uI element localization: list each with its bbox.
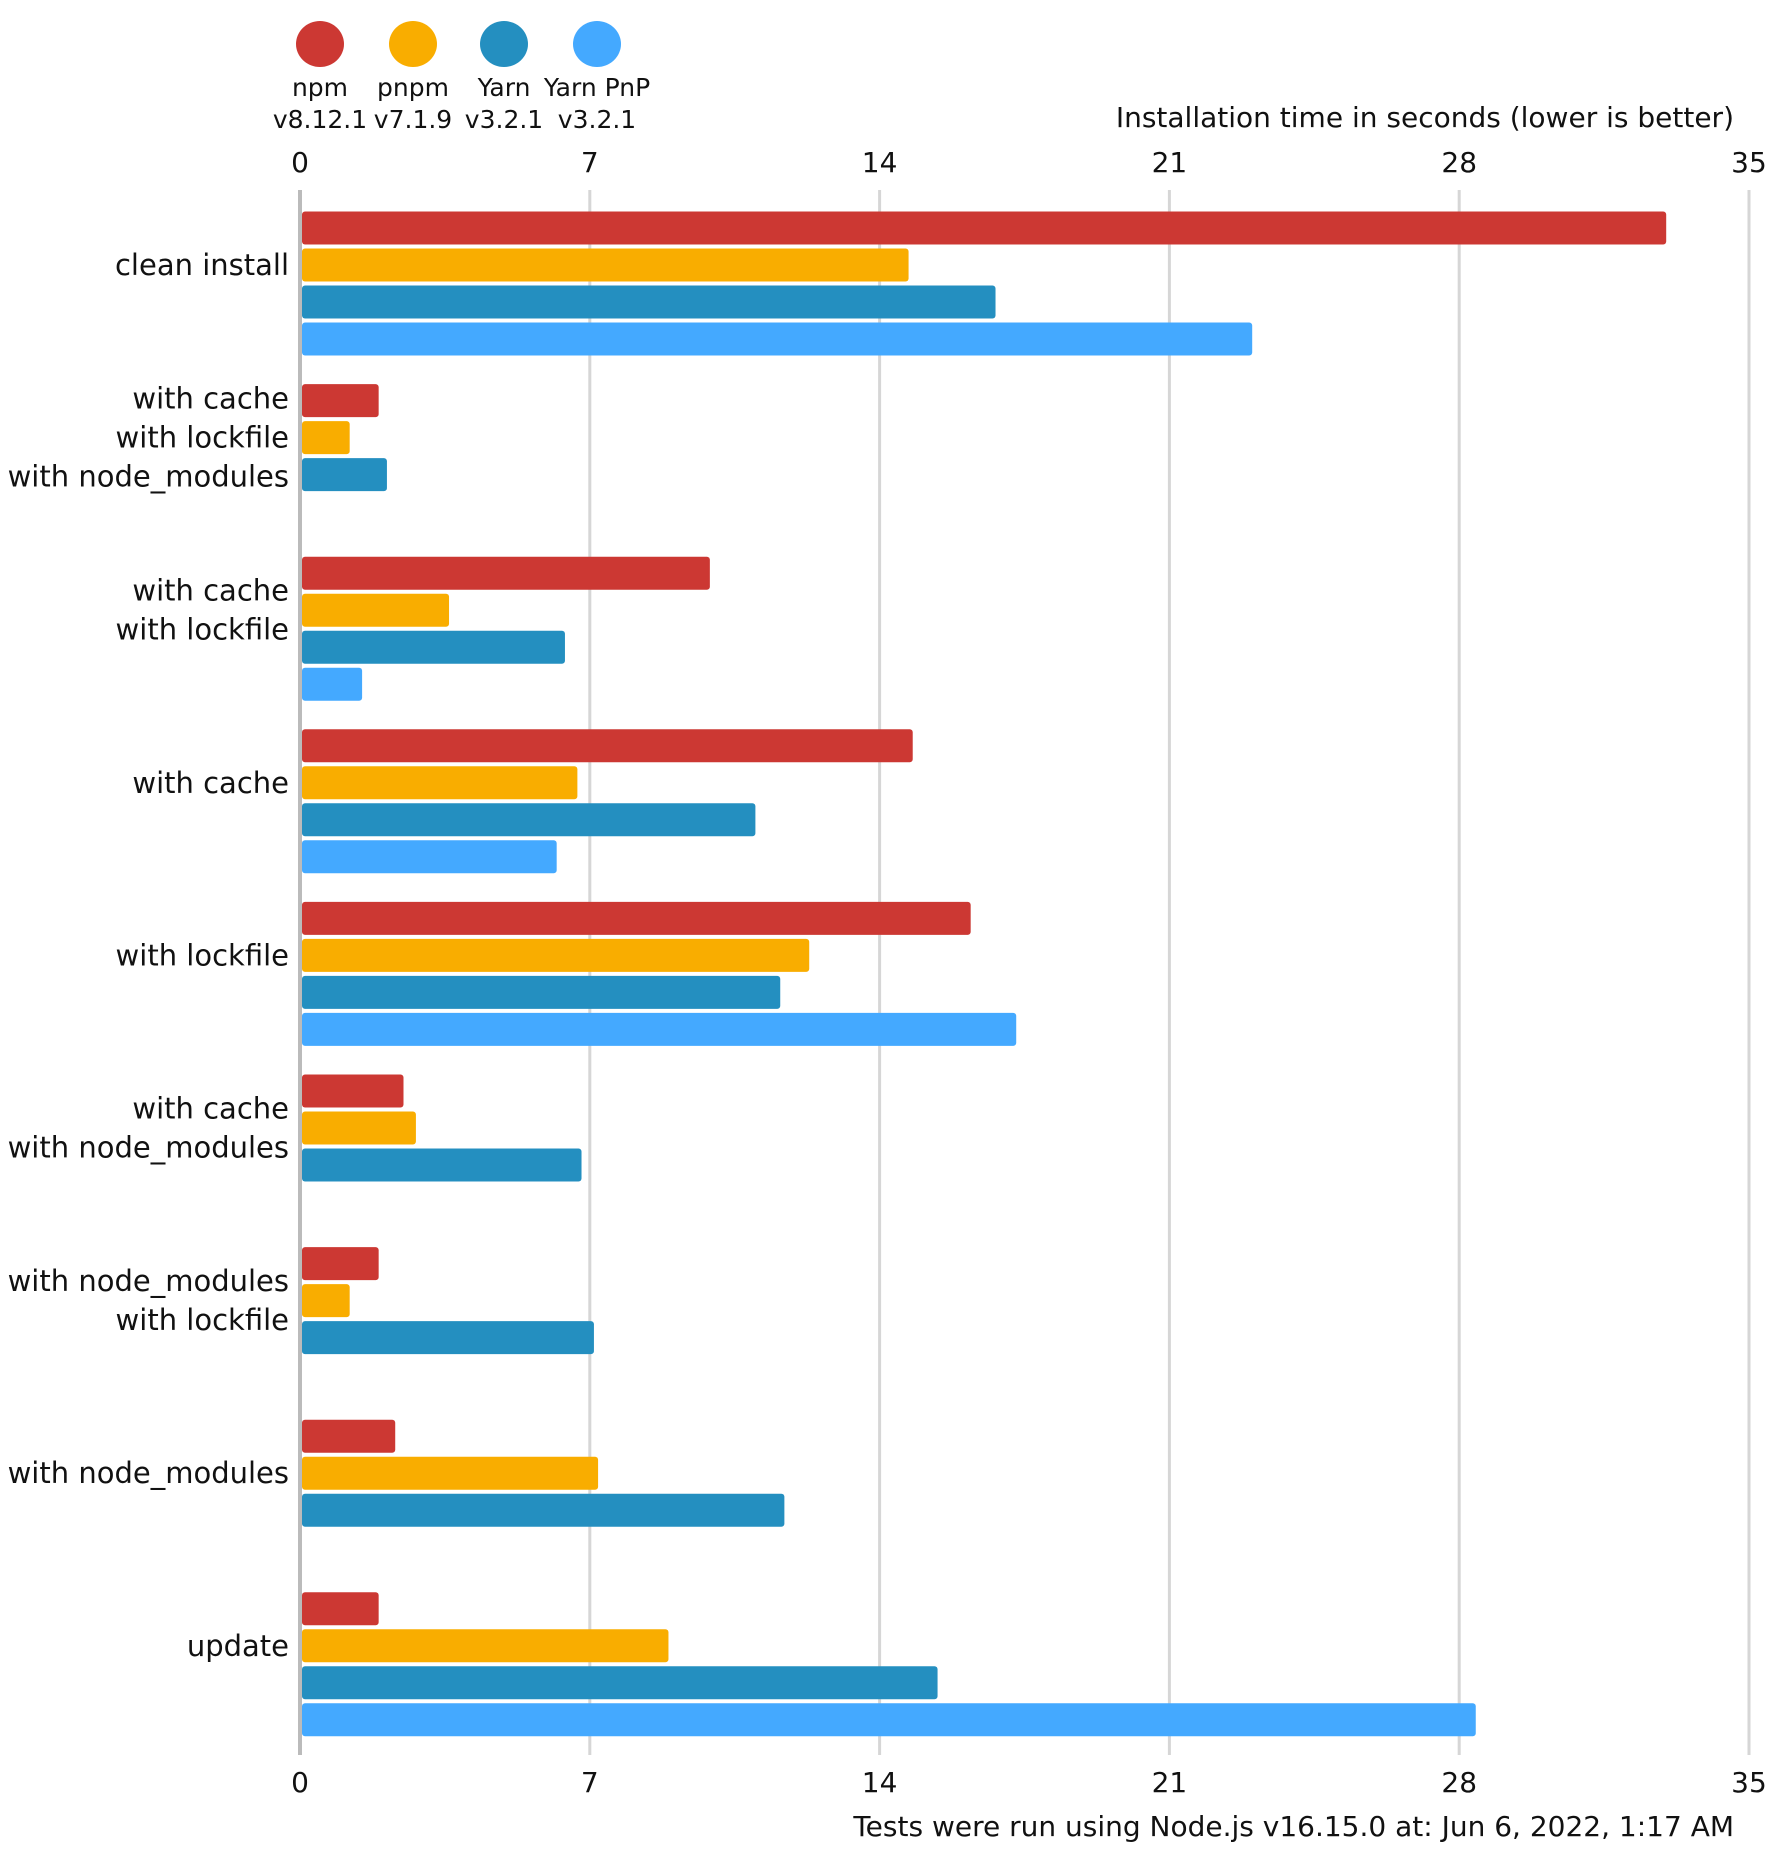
legend-swatch-yarn	[480, 21, 528, 67]
legend-swatch-yarn-pnp	[573, 21, 621, 67]
bottom-tick-label: 0	[291, 1766, 309, 1799]
bar-yarn	[302, 630, 565, 664]
category-labels: clean install with cache with lockfile with…	[8, 248, 289, 1663]
category-label: with cache	[132, 382, 289, 416]
category-label: with lockfile	[116, 613, 289, 647]
top-tick-label: 21	[1152, 146, 1188, 179]
category-label: with cache	[132, 766, 289, 800]
bar-pnpm	[302, 766, 578, 800]
bar-pnpm	[302, 593, 450, 627]
bar-yarn-pnp	[302, 1703, 1476, 1737]
bar-npm	[302, 1247, 379, 1281]
bottom-tick-label: 14	[862, 1766, 898, 1799]
top-tick-label: 0	[291, 146, 309, 179]
bar-pnpm	[302, 248, 909, 282]
bar-yarn	[302, 975, 781, 1009]
bar-npm	[302, 384, 379, 418]
bar-npm	[302, 1592, 379, 1626]
bar-npm	[302, 1074, 404, 1108]
category-label: with lockfile	[116, 938, 289, 972]
legend-label: Yarn	[477, 73, 531, 102]
category-label: with node_modules	[8, 1456, 289, 1490]
bar-npm	[302, 1419, 396, 1453]
bottom-tick-label: 35	[1731, 1766, 1767, 1799]
legend-swatch-pnpm	[389, 21, 437, 67]
category-label: with node_modules	[8, 460, 289, 494]
bar-pnpm	[302, 421, 350, 455]
bar-npm	[302, 729, 913, 763]
footnote: Tests were run using Node.js v16.15.0 at…	[852, 1810, 1734, 1843]
legend-version: v3.2.1	[465, 105, 543, 134]
legend-label: pnpm	[377, 73, 449, 102]
category-label: with node_modules	[8, 1264, 289, 1298]
gridlines	[298, 190, 1751, 1755]
category-label: clean install	[115, 248, 289, 282]
top-tick-label: 35	[1731, 146, 1767, 179]
bottom-tick-label: 21	[1152, 1766, 1188, 1799]
bottom-tick-label: 7	[581, 1766, 599, 1799]
bar-npm	[302, 211, 1667, 245]
tick-labels: 0 0 7 7 14 14 21 21 28 28 35 35	[291, 146, 1767, 1799]
bar-yarn	[302, 1321, 594, 1355]
top-tick-label: 14	[862, 146, 898, 179]
category-label: with cache	[132, 574, 289, 608]
bar-yarn	[302, 285, 996, 319]
bar-pnpm	[302, 938, 810, 972]
top-tick-label: 7	[581, 146, 599, 179]
bottom-tick-label: 28	[1441, 1766, 1477, 1799]
legend-version: v3.2.1	[558, 105, 636, 134]
bar-yarn	[302, 458, 387, 492]
bar-npm	[302, 556, 710, 590]
legend-label: npm	[292, 73, 348, 102]
legend-label: Yarn PnP	[543, 73, 650, 102]
category-label: with cache	[132, 1092, 289, 1126]
bar-yarn	[302, 1148, 582, 1182]
category-label: with lockfile	[116, 421, 289, 455]
bar-pnpm	[302, 1111, 416, 1145]
bar-yarn-pnp	[302, 1012, 1017, 1046]
bar-yarn	[302, 1493, 785, 1527]
legend-version: v7.1.9	[374, 105, 452, 134]
bar-npm	[302, 901, 971, 935]
category-label: update	[187, 1629, 289, 1663]
bar-pnpm	[302, 1456, 599, 1490]
bar-yarn-pnp	[302, 322, 1253, 356]
bar-yarn-pnp	[302, 667, 363, 701]
bar-yarn	[302, 1666, 938, 1700]
legend-version: v8.12.1	[273, 105, 367, 134]
category-label: with node_modules	[8, 1131, 289, 1165]
bar-pnpm	[302, 1629, 669, 1663]
top-tick-label: 28	[1441, 146, 1477, 179]
bar-yarn-pnp	[302, 840, 557, 874]
bar-pnpm	[302, 1284, 350, 1318]
bars	[302, 211, 1667, 1737]
legend-swatch-npm	[296, 21, 344, 67]
category-label: with lockfile	[116, 1303, 289, 1337]
axis-title: Installation time in seconds (lower is b…	[1116, 101, 1734, 134]
bar-yarn	[302, 803, 756, 837]
